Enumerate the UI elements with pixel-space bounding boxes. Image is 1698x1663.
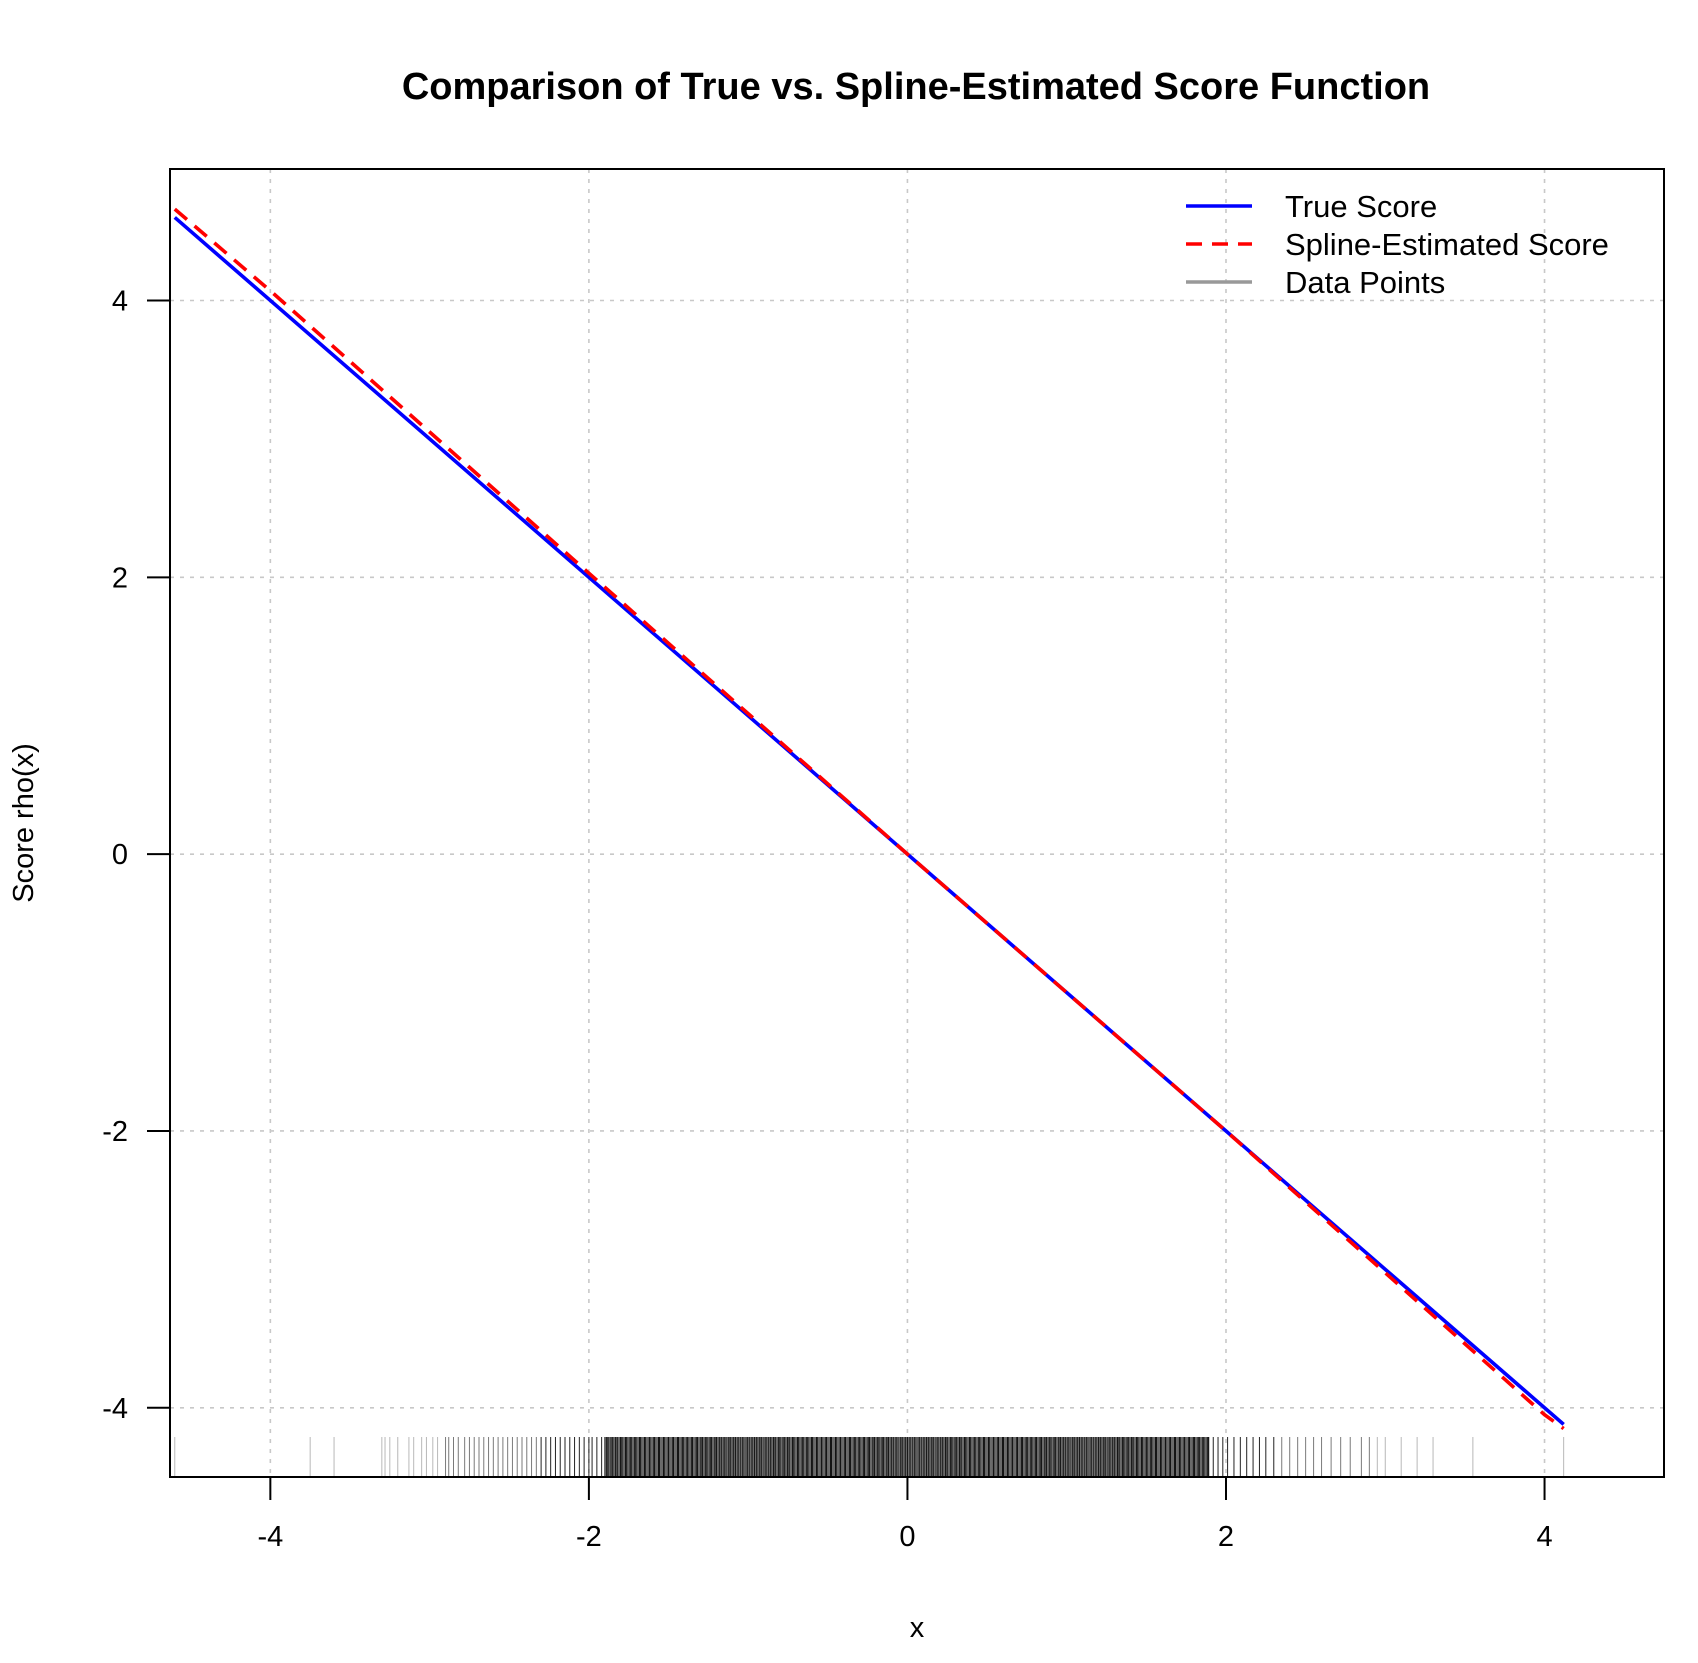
series-line-spline-estimated-score <box>173 207 1565 1431</box>
plot-frame <box>169 168 1665 1478</box>
chart-title: Comparison of True vs. Spline-Estimated … <box>402 66 1430 108</box>
x-tick-label: -2 <box>576 1521 602 1553</box>
x-tick-label: 2 <box>1218 1521 1234 1553</box>
x-axis-label: x <box>910 1612 925 1644</box>
y-tick-label: -4 <box>102 1393 128 1425</box>
x-tick-label: -4 <box>257 1521 283 1553</box>
y-tick-label: 0 <box>112 839 128 871</box>
rug-marks <box>174 1437 1565 1477</box>
legend-label: Data Points <box>1285 265 1445 300</box>
y-axis: -4 -2 0 2 4 <box>102 285 170 1425</box>
y-tick-label: 4 <box>112 285 128 317</box>
y-tick-label: -2 <box>102 1116 128 1148</box>
grid-lines <box>170 169 1664 1477</box>
y-tick-label: 2 <box>112 562 128 594</box>
y-axis-label: Score rho(x) <box>8 743 40 903</box>
legend-label: True Score <box>1285 189 1437 224</box>
x-tick-label: 0 <box>899 1521 915 1553</box>
legend-label: Spline-Estimated Score <box>1285 227 1609 262</box>
series-lines <box>173 207 1565 1431</box>
x-axis: -4 -2 0 2 4 <box>257 1477 1553 1553</box>
x-tick-label: 4 <box>1536 1521 1552 1553</box>
